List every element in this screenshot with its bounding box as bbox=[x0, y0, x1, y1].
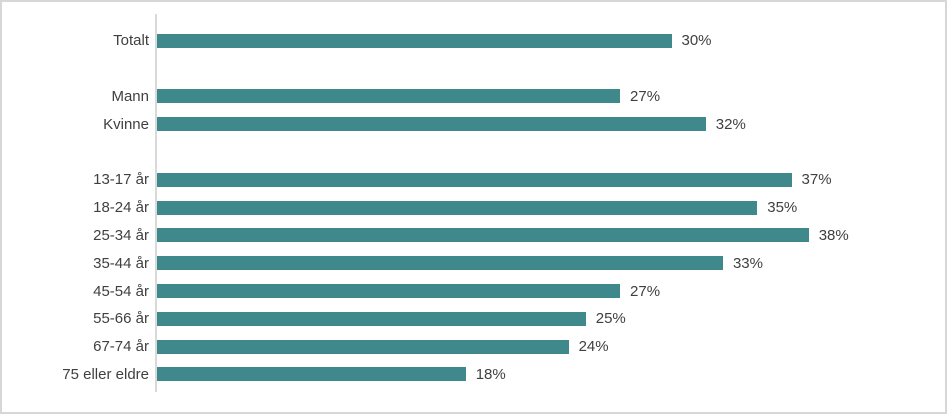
value-label: 27% bbox=[630, 282, 661, 300]
category-label: 75 eller eldre bbox=[62, 365, 149, 383]
bar bbox=[157, 33, 672, 48]
bar-area: 30% bbox=[157, 32, 712, 49]
bar-area: 25% bbox=[157, 310, 626, 327]
bar bbox=[157, 284, 621, 299]
bar-area: 32% bbox=[157, 116, 746, 133]
bar-area: 33% bbox=[157, 255, 763, 272]
bar-row: 75 eller eldre 18% bbox=[2, 361, 945, 389]
bar-row: 67-74 år 24% bbox=[2, 333, 945, 361]
category-label: Kvinne bbox=[103, 115, 149, 133]
bar-area: 38% bbox=[157, 227, 849, 244]
bar bbox=[157, 89, 621, 104]
category-label: 35-44 år bbox=[93, 254, 149, 272]
bar-area: 37% bbox=[157, 171, 832, 188]
value-label: 18% bbox=[475, 365, 506, 383]
category-label: Totalt bbox=[113, 32, 149, 50]
value-label: 27% bbox=[630, 87, 661, 105]
category-label: 55-66 år bbox=[93, 310, 149, 328]
bar-row: 55-66 år 25% bbox=[2, 305, 945, 333]
bar-area: 35% bbox=[157, 199, 797, 216]
bar-area: 18% bbox=[157, 366, 506, 383]
value-label: 37% bbox=[801, 171, 832, 189]
y-axis-line bbox=[155, 14, 157, 392]
value-label: 33% bbox=[732, 254, 763, 272]
value-label: 38% bbox=[818, 226, 849, 244]
bar-row: Kvinne 32% bbox=[2, 110, 945, 138]
category-label: Mann bbox=[111, 87, 149, 105]
bar-row: 35-44 år 33% bbox=[2, 249, 945, 277]
bar bbox=[157, 367, 466, 382]
bar bbox=[157, 172, 792, 187]
category-label: 25-34 år bbox=[93, 226, 149, 244]
bar-area: 24% bbox=[157, 338, 609, 355]
category-label: 45-54 år bbox=[93, 282, 149, 300]
value-label: 30% bbox=[681, 32, 712, 50]
bar-row: Mann 27% bbox=[2, 83, 945, 111]
bar-row: 13-17 år 37% bbox=[2, 166, 945, 194]
value-label: 35% bbox=[767, 199, 798, 217]
bar-row: Totalt 30% bbox=[2, 27, 945, 55]
bar bbox=[157, 200, 758, 215]
category-label: 67-74 år bbox=[93, 338, 149, 356]
bar bbox=[157, 311, 586, 326]
value-label: 25% bbox=[595, 310, 626, 328]
group-spacer bbox=[2, 138, 945, 166]
bar bbox=[157, 117, 706, 132]
bar-area: 27% bbox=[157, 88, 660, 105]
value-label: 32% bbox=[715, 115, 746, 133]
bar-row: 45-54 år 27% bbox=[2, 277, 945, 305]
bar-row: 18-24 år 35% bbox=[2, 194, 945, 222]
bar bbox=[157, 228, 809, 243]
group-spacer bbox=[2, 55, 945, 83]
category-label: 13-17 år bbox=[93, 171, 149, 189]
bar bbox=[157, 339, 569, 354]
bar-row: 25-34 år 38% bbox=[2, 222, 945, 250]
bar bbox=[157, 256, 723, 271]
bar-area: 27% bbox=[157, 283, 660, 300]
category-label: 18-24 år bbox=[93, 199, 149, 217]
bar-rows-container: Totalt 30% Mann 27% Kvinne 32% 13-17 år … bbox=[2, 27, 945, 388]
value-label: 24% bbox=[578, 338, 609, 356]
